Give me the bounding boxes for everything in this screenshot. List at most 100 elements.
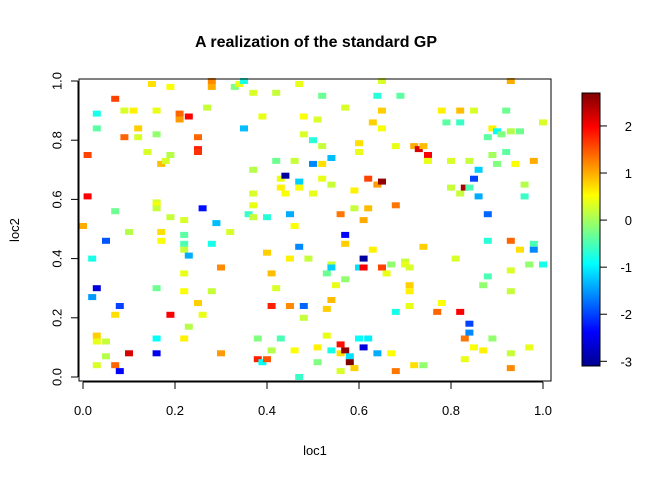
- plot-frame: [78, 78, 552, 382]
- data-cell: [120, 134, 129, 141]
- data-cell: [405, 282, 414, 289]
- data-cell: [322, 305, 331, 312]
- data-cell: [442, 119, 451, 126]
- data-cell: [166, 83, 175, 90]
- data-cell: [267, 347, 276, 354]
- data-cell: [378, 78, 386, 84]
- data-cell: [180, 335, 189, 342]
- data-cell: [152, 107, 161, 114]
- data-cell: [115, 368, 124, 375]
- data-cell: [309, 137, 317, 144]
- data-cell: [525, 261, 534, 268]
- colorbar-tick-label: -3: [620, 354, 632, 369]
- data-cell: [207, 288, 216, 295]
- data-cell: [470, 107, 478, 114]
- data-cell: [276, 335, 285, 342]
- data-cell: [332, 282, 340, 289]
- y-tick-label: 0.0: [49, 368, 64, 386]
- data-cell: [483, 237, 492, 244]
- data-cell: [313, 359, 322, 366]
- data-cell: [152, 205, 161, 212]
- data-cell: [286, 211, 294, 218]
- data-cell: [355, 335, 363, 342]
- data-cell: [249, 89, 258, 96]
- data-cell: [184, 323, 193, 330]
- data-cell: [424, 152, 432, 158]
- data-cell: [281, 172, 290, 179]
- data-cell: [88, 294, 97, 301]
- data-cell: [166, 152, 175, 158]
- data-cell: [309, 160, 317, 167]
- y-tick-label: 0.8: [49, 131, 64, 149]
- data-cell: [355, 140, 363, 147]
- data-cell: [345, 353, 354, 360]
- data-cell: [479, 282, 488, 289]
- data-cell: [235, 81, 244, 87]
- data-cell: [460, 356, 469, 363]
- data-cell: [120, 107, 129, 114]
- data-cell: [207, 83, 216, 90]
- data-cell: [143, 149, 152, 155]
- x-tick-label: 0.4: [258, 403, 276, 418]
- data-cell: [134, 134, 143, 141]
- data-cell: [249, 190, 258, 197]
- data-cell: [129, 107, 138, 114]
- data-cell: [166, 214, 175, 221]
- data-cell: [336, 350, 345, 357]
- y-axis-label: loc2: [7, 218, 22, 242]
- x-tick-label: 0.0: [74, 403, 92, 418]
- data-cell: [410, 362, 419, 369]
- data-cell: [184, 113, 193, 120]
- data-cell: [230, 83, 239, 90]
- y-axis: 0.0 0.2 0.4 0.6 0.8 1.0: [49, 72, 79, 386]
- data-cell: [355, 149, 363, 155]
- data-cell: [92, 338, 101, 345]
- data-cell: [465, 184, 474, 191]
- data-cell: [419, 243, 428, 250]
- data-cell: [465, 157, 474, 164]
- data-cell: [161, 157, 170, 164]
- data-cell: [263, 356, 271, 363]
- data-cell: [391, 143, 400, 150]
- data-cell: [184, 252, 193, 259]
- data-cell: [180, 270, 189, 277]
- data-cell: [364, 205, 373, 212]
- data-cell: [327, 264, 336, 271]
- data-cell: [497, 131, 506, 138]
- data-cell: [506, 237, 515, 244]
- data-cell: [460, 184, 469, 191]
- data-cell: [207, 240, 216, 247]
- data-cell: [373, 181, 382, 188]
- data-cell: [419, 362, 428, 369]
- data-cell: [405, 264, 414, 271]
- data-cell: [240, 125, 248, 132]
- data-cell: [327, 155, 336, 161]
- data-cell: [92, 125, 101, 132]
- data-cell: [447, 157, 455, 164]
- data-cell: [88, 255, 97, 262]
- data-cell: [401, 261, 409, 268]
- colorbar-tick-label: 2: [625, 119, 632, 134]
- data-cell: [240, 78, 248, 84]
- data-cell: [152, 350, 161, 357]
- data-cell: [341, 231, 350, 238]
- data-cell: [336, 341, 345, 348]
- data-cell: [405, 303, 414, 309]
- data-cell: [92, 110, 101, 117]
- data-cell: [520, 181, 529, 188]
- data-cell: [359, 217, 368, 224]
- data-cell: [102, 353, 110, 360]
- data-cell: [368, 246, 377, 253]
- data-cell: [217, 264, 225, 271]
- data-cell: [276, 184, 285, 191]
- data-cell: [157, 229, 166, 235]
- data-cell: [212, 220, 221, 227]
- data-cell: [175, 110, 184, 117]
- data-cell: [79, 223, 87, 229]
- data-cell: [194, 134, 202, 141]
- data-cell: [157, 160, 166, 167]
- data-cell: [529, 246, 538, 253]
- data-cell: [359, 344, 368, 351]
- data-cell: [502, 149, 511, 155]
- data-cell: [506, 288, 515, 295]
